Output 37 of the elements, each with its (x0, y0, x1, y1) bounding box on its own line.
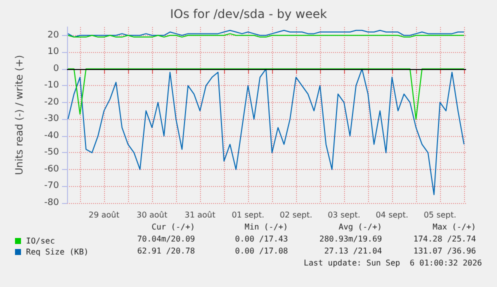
text: 27.13 /21.04 (324, 246, 382, 256)
legend-label: IO/sec (26, 236, 56, 246)
y-tick-label: -30 (44, 114, 60, 124)
y-tick-label: 10 (48, 47, 60, 58)
x-tick-label: 30 août (136, 210, 168, 220)
text: Cur (-/+) (152, 222, 195, 232)
y-tick-label: -10 (44, 80, 60, 91)
text: 70.04m/20.09 (137, 234, 196, 244)
chart-title: IOs for /dev/sda - by week (170, 7, 327, 21)
line-series (68, 30, 464, 38)
text: Last update: Sun Sep 6 01:00:32 2026 (304, 258, 482, 268)
y-axis-title: Units read (-) / write (+) (14, 54, 26, 176)
text: 0.00 /17.43 (235, 234, 288, 244)
x-tick-label: 01 sept. (232, 210, 264, 220)
text: Max (-/+) (432, 222, 476, 232)
text: Min (-/+) (244, 222, 288, 232)
text: 280.93m/19.69 (319, 234, 382, 244)
x-tick-label: 05 sept. (424, 210, 456, 220)
y-tick-label: 20 (48, 30, 60, 40)
text: 62.91 /20.78 (137, 246, 196, 256)
text: 0.00 /17.08 (235, 246, 288, 256)
x-tick-label: 04 sept. (376, 210, 408, 220)
y-tick-label: -80 (44, 198, 60, 208)
legend-label: Req Size (KB) (26, 248, 89, 256)
x-tick-label: 03 sept. (328, 210, 360, 220)
y-tick-label: -20 (44, 97, 60, 108)
y-tick-label: -40 (44, 130, 60, 141)
text: 131.07 /36.96 (413, 246, 476, 256)
y-tick-label: 0 (53, 64, 60, 74)
y-tick-label: -50 (44, 148, 60, 158)
y-tick-label: -70 (44, 181, 60, 192)
text: Avg (-/+) (338, 222, 382, 232)
x-tick-label: 29 août (88, 210, 120, 220)
y-tick-label: -60 (44, 164, 60, 174)
x-tick-label: 31 août (184, 210, 216, 220)
x-tick-label: 02 sept. (280, 210, 312, 220)
text: 174.28 /25.74 (413, 234, 476, 244)
